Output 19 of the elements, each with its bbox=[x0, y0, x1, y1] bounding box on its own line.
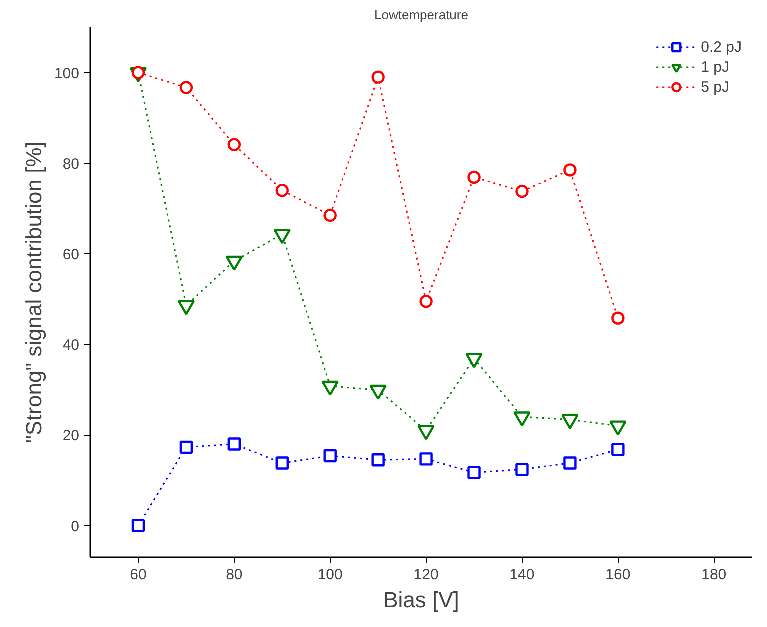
x-tick-label: 180 bbox=[702, 566, 727, 584]
y-axis-title: "Strong" signal contribution [%] bbox=[21, 142, 46, 444]
x-tick-label: 80 bbox=[226, 566, 243, 584]
x-tick-label: 160 bbox=[606, 566, 631, 584]
y-tick-label: 40 bbox=[62, 337, 80, 354]
legend-label: 0.2 pJ bbox=[701, 38, 742, 56]
x-tick-label: 120 bbox=[414, 566, 439, 584]
x-axis-title: Bias [V] bbox=[384, 588, 460, 612]
y-tick-label: 60 bbox=[62, 246, 80, 264]
legend-label: 5 pJ bbox=[701, 78, 730, 96]
x-tick-label: 100 bbox=[318, 566, 343, 584]
x-tick-label: 60 bbox=[130, 566, 147, 584]
chart-title: Lowtemperature bbox=[374, 8, 468, 22]
y-tick-label: 20 bbox=[62, 428, 80, 445]
y-tick-label: 100 bbox=[54, 65, 80, 82]
x-tick-label: 140 bbox=[510, 566, 535, 584]
y-tick-label: 80 bbox=[62, 156, 80, 173]
legend-label: 1 pJ bbox=[701, 58, 730, 76]
y-tick-label: 0 bbox=[71, 518, 80, 536]
